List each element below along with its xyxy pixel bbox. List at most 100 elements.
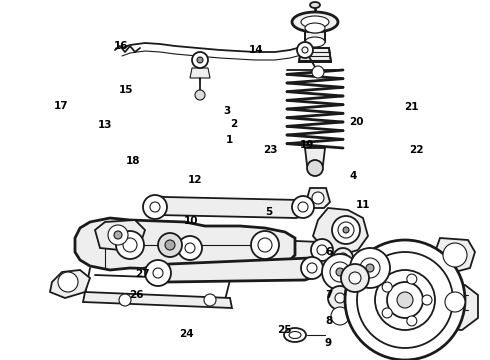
- Polygon shape: [178, 236, 330, 262]
- Circle shape: [407, 274, 417, 284]
- Polygon shape: [435, 238, 475, 272]
- Circle shape: [312, 192, 324, 204]
- Circle shape: [298, 202, 308, 212]
- Text: 25: 25: [277, 325, 292, 336]
- Circle shape: [357, 252, 453, 348]
- Polygon shape: [306, 188, 330, 208]
- Polygon shape: [305, 148, 325, 165]
- Polygon shape: [145, 258, 322, 282]
- Text: 4: 4: [349, 171, 357, 181]
- Circle shape: [336, 268, 344, 276]
- Circle shape: [335, 293, 345, 303]
- Polygon shape: [190, 68, 210, 78]
- Circle shape: [366, 264, 374, 272]
- Circle shape: [197, 57, 203, 63]
- Circle shape: [185, 243, 195, 253]
- Text: 12: 12: [188, 175, 202, 185]
- Text: 20: 20: [349, 117, 364, 127]
- Circle shape: [153, 268, 163, 278]
- Circle shape: [360, 258, 380, 278]
- Text: 26: 26: [129, 290, 144, 300]
- Text: 9: 9: [325, 338, 332, 348]
- Text: 13: 13: [98, 120, 112, 130]
- Ellipse shape: [292, 12, 338, 32]
- Circle shape: [333, 248, 353, 268]
- Circle shape: [445, 292, 465, 312]
- Polygon shape: [145, 196, 310, 218]
- Polygon shape: [432, 285, 478, 330]
- Polygon shape: [313, 208, 368, 256]
- Circle shape: [317, 245, 327, 255]
- Circle shape: [108, 225, 128, 245]
- Circle shape: [328, 286, 352, 310]
- Circle shape: [307, 263, 317, 273]
- Circle shape: [322, 254, 358, 290]
- Circle shape: [397, 292, 413, 308]
- Circle shape: [195, 90, 205, 100]
- Polygon shape: [83, 292, 232, 308]
- Circle shape: [330, 262, 350, 282]
- Circle shape: [338, 222, 354, 238]
- Text: 10: 10: [184, 216, 198, 226]
- Text: 24: 24: [179, 329, 194, 339]
- Circle shape: [292, 196, 314, 218]
- Text: 22: 22: [409, 145, 424, 156]
- Text: 2: 2: [231, 119, 238, 129]
- Circle shape: [158, 233, 182, 257]
- Text: 21: 21: [404, 102, 419, 112]
- Text: 17: 17: [54, 101, 69, 111]
- Circle shape: [58, 272, 78, 292]
- Circle shape: [349, 272, 361, 284]
- Circle shape: [307, 160, 323, 176]
- Text: 15: 15: [119, 85, 134, 95]
- Circle shape: [297, 42, 313, 58]
- Circle shape: [375, 270, 435, 330]
- Ellipse shape: [305, 23, 325, 33]
- Circle shape: [338, 253, 348, 263]
- Text: 8: 8: [326, 316, 333, 327]
- Polygon shape: [75, 218, 295, 272]
- Text: 14: 14: [248, 45, 263, 55]
- Circle shape: [145, 260, 171, 286]
- Text: 16: 16: [114, 41, 129, 51]
- Circle shape: [116, 231, 144, 259]
- Circle shape: [343, 227, 349, 233]
- Text: 19: 19: [299, 140, 314, 150]
- Text: 23: 23: [263, 145, 278, 156]
- Circle shape: [178, 236, 202, 260]
- Circle shape: [311, 239, 333, 261]
- Text: 18: 18: [126, 156, 141, 166]
- Text: 11: 11: [355, 200, 370, 210]
- Text: 6: 6: [326, 247, 333, 257]
- Circle shape: [192, 52, 208, 68]
- Circle shape: [407, 316, 417, 326]
- Polygon shape: [50, 270, 90, 298]
- Circle shape: [302, 47, 308, 53]
- Circle shape: [422, 295, 432, 305]
- Circle shape: [387, 282, 423, 318]
- Ellipse shape: [289, 332, 301, 338]
- Ellipse shape: [301, 16, 329, 28]
- Polygon shape: [95, 220, 145, 250]
- Text: 7: 7: [325, 290, 333, 300]
- Circle shape: [123, 238, 137, 252]
- Text: 5: 5: [265, 207, 272, 217]
- Circle shape: [341, 264, 369, 292]
- Text: 3: 3: [224, 106, 231, 116]
- Circle shape: [204, 294, 216, 306]
- Circle shape: [350, 248, 390, 288]
- Circle shape: [345, 240, 465, 360]
- Ellipse shape: [305, 37, 325, 47]
- Text: 27: 27: [135, 269, 149, 279]
- Circle shape: [143, 195, 167, 219]
- Circle shape: [251, 231, 279, 259]
- Ellipse shape: [310, 2, 320, 8]
- Circle shape: [119, 294, 131, 306]
- Circle shape: [301, 257, 323, 279]
- Circle shape: [312, 66, 324, 78]
- Circle shape: [382, 308, 392, 318]
- Circle shape: [150, 202, 160, 212]
- Polygon shape: [305, 28, 325, 42]
- Polygon shape: [299, 48, 331, 62]
- Circle shape: [165, 240, 175, 250]
